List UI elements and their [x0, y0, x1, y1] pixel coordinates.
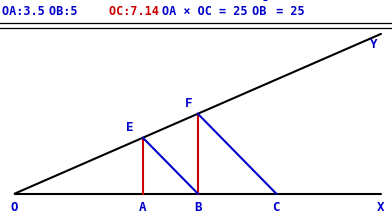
Text: OB: OB	[245, 5, 267, 18]
Text: OA:3.5: OA:3.5	[2, 5, 59, 18]
Text: 2: 2	[263, 0, 268, 3]
Text: OB:5: OB:5	[49, 5, 121, 18]
Text: A: A	[139, 201, 147, 213]
Text: OC:7.14: OC:7.14	[109, 5, 173, 18]
Text: OA × OC = 25: OA × OC = 25	[162, 5, 262, 18]
Text: Y: Y	[370, 38, 377, 51]
Text: O: O	[11, 201, 18, 213]
Text: = 25: = 25	[269, 5, 305, 18]
Text: E: E	[126, 121, 134, 134]
Text: F: F	[185, 97, 192, 110]
Text: X: X	[377, 201, 385, 213]
Text: B: B	[194, 201, 201, 213]
Text: C: C	[272, 201, 280, 213]
